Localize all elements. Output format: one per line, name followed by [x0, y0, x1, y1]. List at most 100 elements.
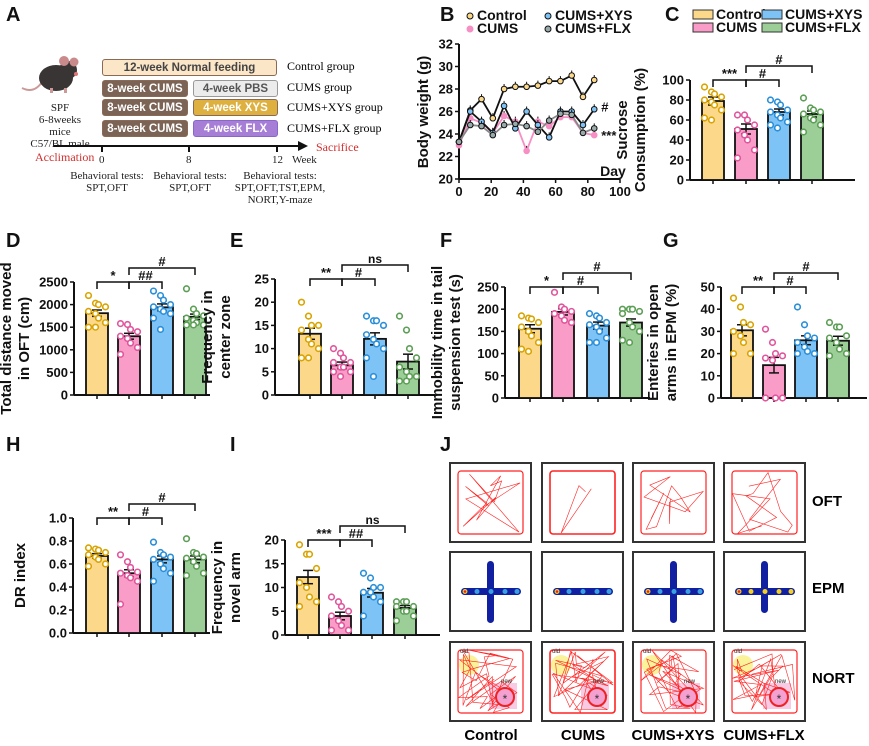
data-point — [126, 325, 135, 334]
y-tick-label: 0 — [677, 173, 684, 188]
significance-label: ns — [365, 513, 379, 527]
data-point — [359, 612, 368, 620]
data-point — [500, 85, 508, 93]
heat-spot — [580, 589, 586, 594]
data-point — [159, 564, 168, 573]
significance-bracket — [96, 281, 130, 289]
y-tick-label: 5 — [262, 364, 269, 379]
flx-box: 4-week FLX — [193, 120, 278, 137]
data-point — [602, 318, 611, 327]
col-label-xys: CUMS+XYS — [631, 727, 715, 744]
data-point — [149, 555, 158, 564]
group-label: Control group — [287, 59, 355, 73]
data-point — [803, 332, 812, 340]
legend-swatch — [761, 9, 783, 20]
data-point — [628, 305, 637, 313]
y-tick-label: 0 — [492, 391, 499, 406]
data-point — [362, 312, 371, 320]
data-point — [156, 325, 165, 334]
data-point — [809, 116, 818, 124]
y-tick-label: 10 — [255, 341, 269, 356]
cums-box: 8-week CUMS — [102, 120, 188, 137]
data-point — [402, 607, 411, 615]
data-point — [182, 554, 191, 562]
track-path — [731, 649, 798, 714]
track-path — [643, 476, 705, 530]
heatmap — [644, 561, 704, 623]
data-point — [94, 301, 103, 309]
y-tick-label: 26 — [439, 104, 453, 119]
data-point — [534, 318, 543, 327]
data-point — [557, 110, 564, 118]
y-axis-label: Consumption (%) — [632, 68, 649, 192]
y-tick-label: 100 — [477, 346, 499, 361]
data-point — [534, 338, 543, 347]
significance-label: # — [775, 52, 783, 67]
data-point — [512, 120, 519, 128]
nort-track-control: old new * — [449, 641, 532, 722]
data-point — [307, 340, 316, 348]
data-point — [768, 356, 777, 364]
panel-label-c: C — [665, 4, 680, 26]
y-tick-label: 100 — [662, 73, 684, 88]
data-point — [182, 321, 191, 329]
oft-track-xys — [632, 462, 715, 543]
data-point — [149, 538, 158, 546]
data-point — [295, 541, 304, 549]
group-label: CUMS+FLX group — [287, 121, 382, 135]
old-label: old — [460, 649, 468, 655]
data-point — [101, 560, 110, 568]
heat-spot — [788, 589, 794, 594]
data-point — [199, 321, 208, 329]
significance-label: # — [593, 259, 601, 274]
significance-bracket — [741, 286, 775, 294]
epm-track-flx — [723, 551, 806, 632]
data-point — [595, 327, 604, 336]
data-point — [192, 562, 201, 570]
y-tick-label: 0 — [272, 628, 279, 643]
cums-box: 8-week CUMS — [102, 99, 188, 116]
data-point — [534, 82, 542, 89]
data-point — [182, 285, 191, 293]
data-point — [835, 323, 844, 331]
panel-label-j: J — [440, 434, 452, 456]
tests-week12: Behavioral tests: SPT,OFT,TST,EPM, NORT,Y-… — [230, 170, 330, 206]
data-point — [359, 569, 368, 577]
legend-marker — [544, 12, 552, 20]
data-point — [783, 118, 792, 126]
nort-track-flx: old new * — [723, 641, 806, 722]
significance-label: * — [544, 273, 550, 288]
significance-label: # — [158, 254, 166, 269]
data-point — [700, 83, 709, 91]
y-axis-label: novel arm — [227, 552, 244, 623]
data-point — [568, 111, 576, 119]
data-point — [123, 320, 132, 329]
data-point — [517, 323, 526, 331]
significance-bracket — [128, 517, 163, 525]
data-point — [733, 126, 742, 134]
data-point — [376, 598, 385, 606]
data-point — [84, 544, 93, 552]
mouse-info-line: SPF — [50, 102, 70, 114]
data-point — [773, 124, 782, 132]
y-tick-label: 22 — [439, 149, 453, 164]
y-tick-label: 2500 — [39, 275, 68, 290]
data-point — [523, 108, 530, 115]
significance-label: ** — [108, 504, 119, 519]
y-tick-label: 1.0 — [49, 511, 67, 526]
data-point — [402, 326, 411, 334]
x-tick-label: 40 — [516, 184, 530, 199]
data-point — [346, 368, 355, 376]
legend-label: CUMS+XYS — [555, 7, 632, 23]
data-point — [733, 111, 742, 119]
y-tick-label: 1000 — [39, 342, 68, 357]
row-label-nort: NORT — [812, 670, 855, 687]
data-point — [337, 602, 346, 611]
mouse-icon — [21, 56, 79, 93]
y-tick-label: 20 — [265, 533, 279, 548]
data-point — [523, 122, 530, 130]
y-axis-label: Body weight (g) — [415, 56, 432, 169]
legend-label: CUMS+FLX — [785, 19, 862, 35]
y-tick-label: 200 — [477, 302, 499, 317]
